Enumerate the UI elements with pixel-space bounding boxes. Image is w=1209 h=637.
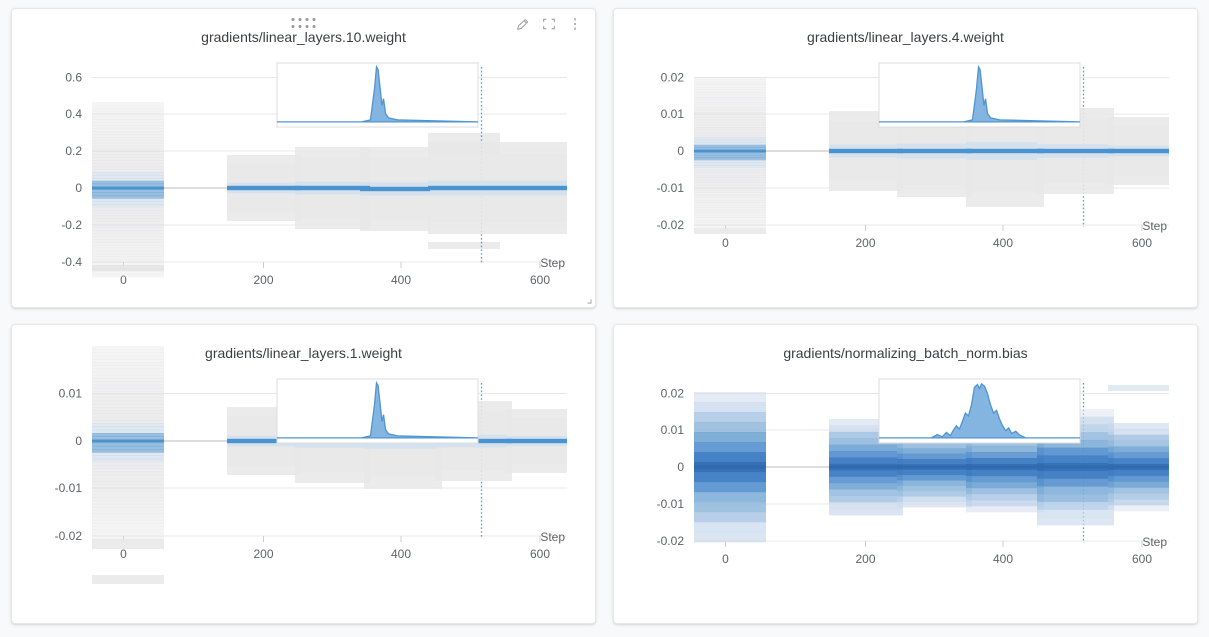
svg-text:-0.02: -0.02 (55, 529, 83, 543)
svg-text:400: 400 (391, 273, 411, 287)
svg-text:200: 200 (253, 273, 273, 287)
svg-text:Step: Step (1142, 535, 1167, 549)
svg-text:0.6: 0.6 (65, 71, 82, 85)
svg-text:200: 200 (253, 547, 273, 561)
svg-text:0: 0 (722, 236, 729, 250)
svg-text:400: 400 (993, 552, 1013, 566)
svg-text:0.4: 0.4 (65, 107, 82, 121)
svg-text:-0.01: -0.01 (55, 481, 83, 495)
svg-text:0: 0 (677, 460, 684, 474)
svg-text:0: 0 (722, 552, 729, 566)
svg-text:0.01: 0.01 (661, 107, 685, 121)
svg-text:Step: Step (1142, 219, 1167, 233)
svg-text:Step: Step (540, 530, 565, 544)
svg-text:200: 200 (855, 552, 875, 566)
svg-text:600: 600 (1132, 236, 1152, 250)
svg-text:-0.2: -0.2 (61, 218, 82, 232)
svg-text:600: 600 (530, 547, 550, 561)
svg-text:0: 0 (75, 181, 82, 195)
svg-text:0.01: 0.01 (59, 387, 83, 401)
svg-text:0.02: 0.02 (661, 71, 685, 85)
svg-text:-0.01: -0.01 (657, 181, 685, 195)
svg-text:400: 400 (391, 547, 411, 561)
svg-text:0.01: 0.01 (661, 423, 685, 437)
svg-text:-0.02: -0.02 (657, 534, 685, 548)
svg-text:0.02: 0.02 (661, 387, 685, 401)
svg-text:0: 0 (120, 547, 127, 561)
svg-text:600: 600 (1132, 552, 1152, 566)
svg-text:Step: Step (540, 256, 565, 270)
svg-text:-0.02: -0.02 (657, 218, 685, 232)
svg-text:200: 200 (855, 236, 875, 250)
svg-text:0: 0 (75, 434, 82, 448)
svg-text:600: 600 (530, 273, 550, 287)
svg-text:0: 0 (677, 144, 684, 158)
svg-text:0.2: 0.2 (65, 144, 82, 158)
svg-text:-0.01: -0.01 (657, 497, 685, 511)
svg-text:-0.4: -0.4 (61, 255, 82, 269)
svg-text:400: 400 (993, 236, 1013, 250)
